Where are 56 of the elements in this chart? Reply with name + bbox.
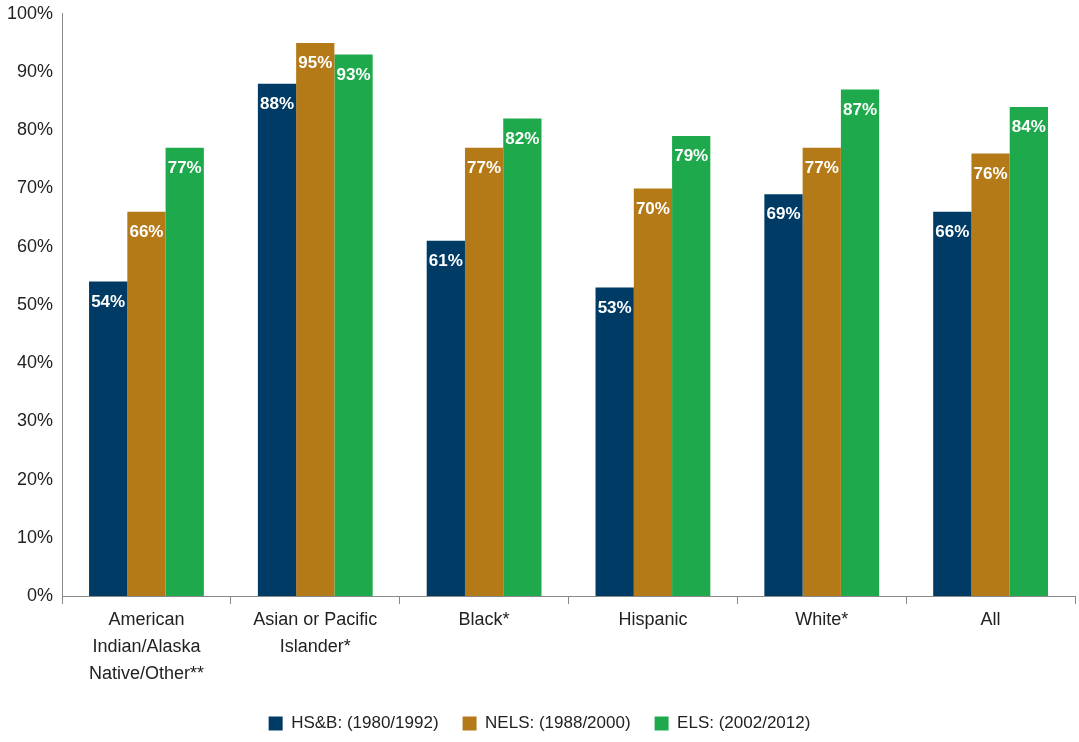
- bar: [89, 281, 128, 596]
- y-tick-label: 80%: [17, 119, 54, 140]
- data-label: 88%: [259, 93, 295, 113]
- bar: [840, 89, 880, 596]
- legend-label: ELS: (2002/2012): [677, 713, 811, 733]
- x-tick-label: Hispanic: [618, 609, 688, 630]
- bar: [633, 188, 673, 596]
- x-tick-label: All: [980, 609, 1001, 630]
- data-label: 77%: [804, 157, 839, 177]
- bar: [503, 118, 542, 596]
- data-label: 70%: [635, 198, 670, 218]
- y-tick-label: 50%: [17, 293, 54, 314]
- y-tick-label: 30%: [17, 410, 54, 431]
- data-label: 61%: [428, 251, 463, 271]
- bar: [334, 54, 373, 596]
- data-label: 87%: [843, 99, 878, 119]
- data-label: 77%: [167, 157, 202, 177]
- bar: [464, 147, 504, 596]
- data-label: 66%: [129, 221, 164, 241]
- data-label: 77%: [467, 157, 502, 177]
- bar: [971, 153, 1010, 596]
- x-tick-label: Asian or Pacific Islander*: [253, 609, 378, 657]
- y-tick-label: 100%: [6, 2, 54, 23]
- data-label: 84%: [1011, 117, 1046, 137]
- bar: [595, 287, 634, 596]
- x-tick-label: American Indian/Alaska Native/Other**: [88, 609, 204, 684]
- data-label: 95%: [298, 53, 333, 73]
- y-tick-label: 20%: [17, 468, 54, 489]
- bar: [933, 211, 972, 596]
- y-tick-label: 0%: [27, 584, 54, 605]
- bar: [426, 240, 465, 596]
- data-label: 66%: [935, 221, 970, 241]
- bar: [257, 83, 297, 596]
- bar: [127, 211, 166, 596]
- data-label: 93%: [336, 64, 371, 84]
- bar: [764, 194, 803, 596]
- data-label: 76%: [973, 163, 1008, 183]
- bar: [802, 147, 841, 596]
- data-label: 82%: [505, 128, 540, 148]
- x-tick-label: White*: [795, 609, 849, 630]
- data-label: 79%: [674, 146, 709, 166]
- y-tick-label: 70%: [17, 177, 54, 198]
- data-label: 69%: [766, 204, 801, 224]
- y-tick-label: 10%: [17, 526, 54, 547]
- data-label: 54%: [91, 291, 126, 311]
- y-tick-label: 40%: [17, 352, 54, 373]
- legend-label: HS&B: (1980/1992): [291, 713, 439, 733]
- legend-label: NELS: (1988/2000): [485, 713, 631, 733]
- bar: [165, 147, 204, 596]
- y-tick-label: 60%: [17, 235, 54, 256]
- bar: [1009, 106, 1048, 596]
- x-tick-label: Black*: [458, 609, 510, 630]
- bar: [296, 42, 335, 596]
- y-tick-label: 90%: [17, 60, 54, 81]
- data-label: 53%: [597, 297, 632, 317]
- bar: [672, 136, 711, 596]
